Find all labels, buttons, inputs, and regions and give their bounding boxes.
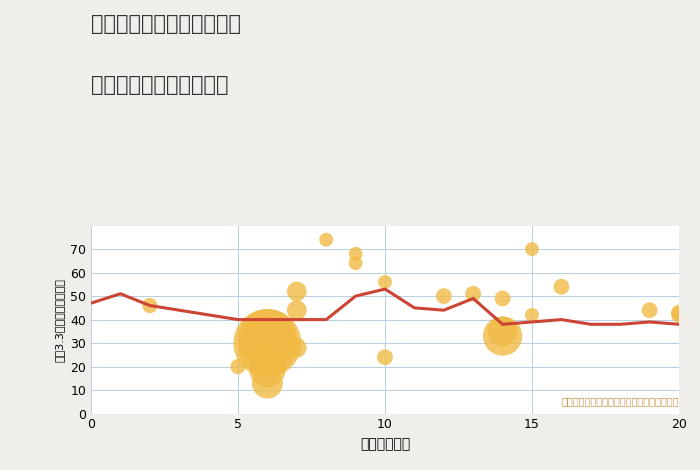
Point [144,302,155,309]
Text: 駅距離別中古戸建て価格: 駅距離別中古戸建て価格 [91,75,228,95]
Point [262,335,273,342]
Text: 奈良県磯城郡三宅町三河の: 奈良県磯城郡三宅町三河の [91,14,241,34]
Point [291,288,302,295]
Point [262,365,273,373]
Point [350,259,361,267]
Point [232,363,244,370]
Point [644,306,655,314]
Point [673,309,685,316]
Point [526,311,538,319]
Point [379,278,391,286]
Point [497,332,508,340]
Point [438,292,449,300]
Point [350,250,361,258]
Point [321,236,332,243]
Point [468,290,479,298]
Point [526,245,538,253]
X-axis label: 駅距離（分）: 駅距離（分） [360,437,410,451]
Point [379,353,391,361]
Point [556,283,567,290]
Point [291,306,302,314]
Point [497,328,508,335]
Point [262,339,273,347]
Point [673,311,685,319]
Text: 円の大きさは、取引のあった物件面積を示す: 円の大きさは、取引のあった物件面積を示す [561,396,679,406]
Point [291,344,302,352]
Point [262,379,273,387]
Point [497,295,508,302]
Y-axis label: 坪（3.3㎡）単価（万円）: 坪（3.3㎡）単価（万円） [55,278,64,361]
Point [262,342,273,349]
